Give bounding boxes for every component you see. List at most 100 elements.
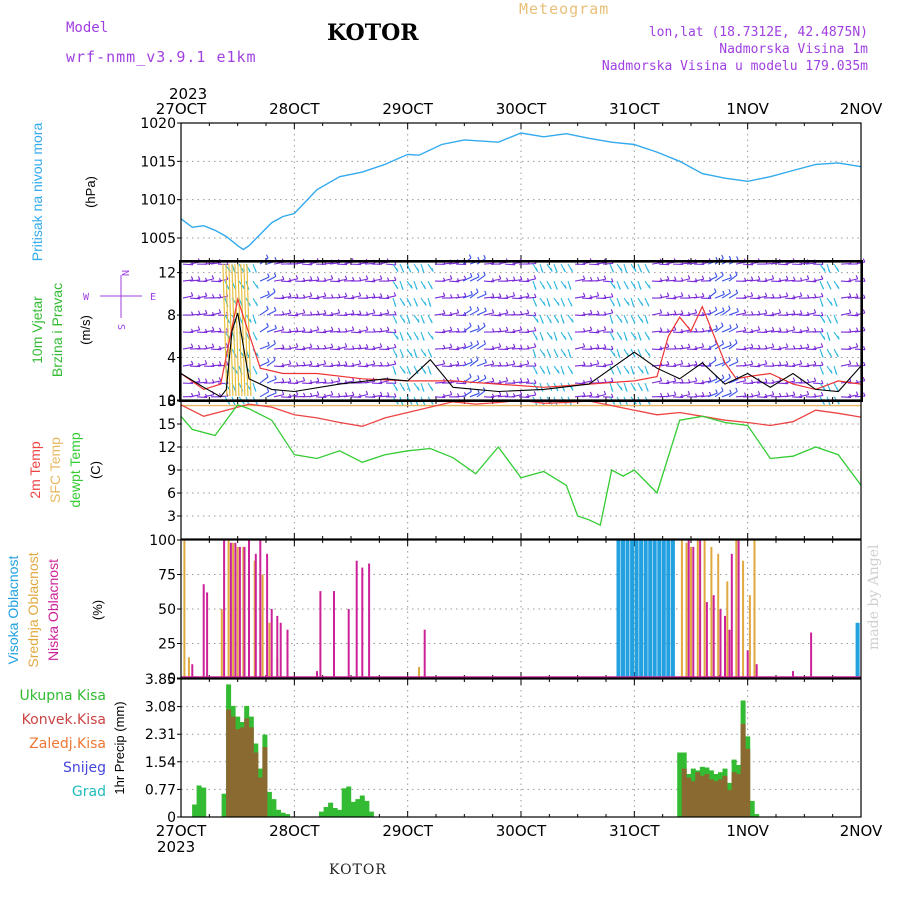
time-label-top: 28OCT xyxy=(269,100,320,118)
wind-barb-flag xyxy=(641,369,644,374)
wind-barb-flag xyxy=(687,343,691,348)
precip-legend-item: Snijeg xyxy=(63,760,106,776)
wind-barb xyxy=(497,312,508,316)
wind-barb xyxy=(742,346,753,350)
wind-barb-flag xyxy=(417,386,420,391)
time-label-top: 29OCT xyxy=(382,100,433,118)
wind-barb-flag xyxy=(302,309,306,314)
wind-barb-flag xyxy=(535,267,539,272)
wind-barb xyxy=(525,330,536,333)
wind-barb-flag xyxy=(563,352,567,357)
precip-bar xyxy=(266,791,272,817)
wind-gust-line xyxy=(180,296,862,391)
wind-barb-flag xyxy=(848,309,852,314)
wind-barb-flag xyxy=(323,292,327,297)
wind-barb-flag xyxy=(820,361,824,366)
wind-barb xyxy=(525,314,537,317)
wind-barb xyxy=(371,346,382,350)
wind-barb-flag xyxy=(735,357,739,362)
wind-barb xyxy=(693,395,704,398)
precip-legend-item: Grad xyxy=(72,784,106,800)
wind-barb-flag xyxy=(701,391,705,396)
wind-barb-flag xyxy=(483,340,487,345)
wind-barb xyxy=(308,394,319,398)
cloud-bar xyxy=(236,546,239,678)
cloud-bar xyxy=(333,591,335,678)
wind-barb-flag xyxy=(799,328,803,333)
wind-barb-flag xyxy=(415,285,418,290)
precip-bar xyxy=(192,804,198,817)
wind-barb xyxy=(798,365,810,368)
city-title: KOTOR xyxy=(327,20,419,46)
wind-barb-flag xyxy=(423,369,427,374)
wind-barb xyxy=(469,392,480,398)
pressure-line xyxy=(180,132,862,251)
wind-barb xyxy=(462,344,473,350)
wind-barb-flag xyxy=(778,327,782,332)
model-label: Model xyxy=(66,20,109,36)
wind-barb xyxy=(287,278,298,282)
wind-barb-flag xyxy=(428,302,432,307)
wind-barb-flag xyxy=(634,267,637,272)
wind-barb xyxy=(595,347,606,350)
wind-barb xyxy=(588,263,600,266)
wind-barb xyxy=(497,329,508,333)
wind-barb-flag xyxy=(254,336,258,341)
wind-barb-flag xyxy=(619,336,623,341)
mid-cloud-axis-label: Srednja Oblacnost xyxy=(25,552,41,667)
wind-barb-flag xyxy=(430,319,433,324)
wind-barb xyxy=(588,363,599,367)
wind-barb-flag xyxy=(469,305,472,310)
wind-barb-flag xyxy=(806,343,810,348)
wind-barb-flag xyxy=(248,268,251,273)
cloud-unit: (%) xyxy=(90,600,105,620)
wind-barb-flag xyxy=(828,285,832,290)
cloud-bar xyxy=(737,540,740,678)
wind-barb xyxy=(574,364,586,367)
wind-barb xyxy=(455,278,466,282)
wind-barb xyxy=(189,329,200,333)
pressure-unit: (hPa) xyxy=(83,176,98,208)
wind-barb-flag xyxy=(589,294,593,299)
cloud-bar xyxy=(810,632,813,678)
wind-barb xyxy=(455,346,466,350)
wind-barb-flag xyxy=(379,379,383,384)
wind-barb xyxy=(672,313,683,316)
precip-bar xyxy=(731,772,737,817)
wind-barb xyxy=(182,346,193,350)
wind-barb-flag xyxy=(197,326,201,331)
wind-barb xyxy=(308,380,319,384)
wind-barb xyxy=(266,291,276,299)
wind-barb xyxy=(483,296,494,299)
wind-barb xyxy=(595,329,606,333)
time-label-top: 30OCT xyxy=(496,100,547,118)
cloud-bar xyxy=(227,540,230,678)
wind-barb-flag xyxy=(666,275,670,280)
panel-0: 1005 1010 1015 1020 xyxy=(140,116,862,261)
wind-barb xyxy=(854,261,865,265)
wind-barb-flag xyxy=(449,390,453,395)
cloud-bar xyxy=(270,609,273,678)
wind-barb-flag xyxy=(771,275,775,280)
wind-barb-flag xyxy=(848,360,852,365)
wind-barb xyxy=(707,291,717,299)
wind-barb xyxy=(259,293,270,299)
wind-barb xyxy=(770,380,781,384)
wind-barb xyxy=(791,396,803,398)
wind-barb xyxy=(364,296,375,299)
wind-barb xyxy=(315,331,327,334)
wind-barb-flag xyxy=(721,374,725,379)
cloud-bar xyxy=(220,609,223,678)
wind-barb-flag xyxy=(764,360,768,365)
wind-barb xyxy=(686,312,697,316)
wind-barb-flag xyxy=(498,361,502,366)
cloud-bar xyxy=(712,595,715,678)
wind-barb xyxy=(210,348,222,351)
wind-barb-flag xyxy=(379,275,383,280)
wind-barb-flag xyxy=(256,284,259,289)
wind-barb-flag xyxy=(799,360,803,365)
wind-barb-flag xyxy=(337,293,341,298)
coords-label: lon,lat (18.7312E, 42.4875N) xyxy=(648,25,868,40)
wind-barb-flag xyxy=(365,326,369,331)
